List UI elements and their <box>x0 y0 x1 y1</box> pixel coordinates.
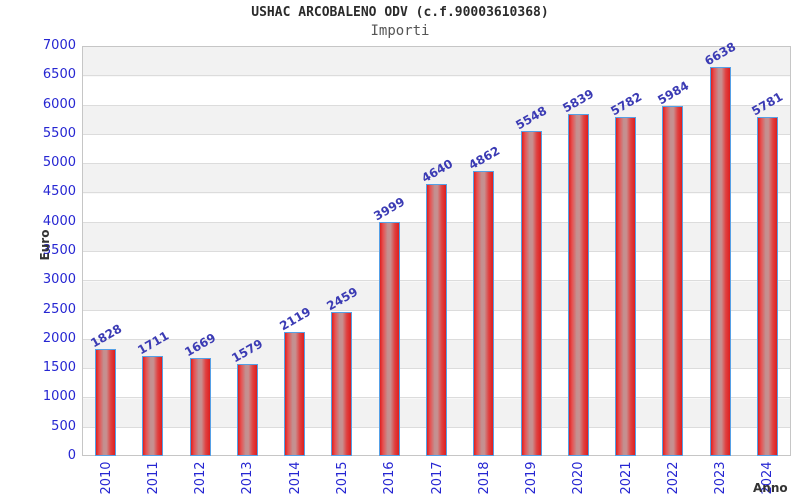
bar <box>756 117 778 456</box>
x-axis-title: Anno <box>753 481 788 495</box>
y-tick-label: 4000 <box>42 213 76 229</box>
bar <box>236 363 258 456</box>
y-tick-label: 6500 <box>42 67 76 83</box>
y-tick-label: 1500 <box>42 360 76 376</box>
x-tick-label: 2012 <box>193 461 209 495</box>
bar <box>95 348 117 456</box>
gridline <box>83 75 790 77</box>
bar <box>567 114 589 456</box>
bar <box>142 355 164 456</box>
bar <box>331 311 353 456</box>
chart-title: USHAC ARCOBALENO ODV (c.f.90003610368) <box>251 5 549 20</box>
x-tick-label: 2017 <box>429 461 445 495</box>
bar <box>520 131 542 456</box>
gridline <box>83 163 790 165</box>
gridline <box>83 104 790 106</box>
x-tick-label: 2021 <box>618 461 634 495</box>
x-tick-label: 2013 <box>240 461 256 495</box>
x-tick-label: 2020 <box>571 461 587 495</box>
x-tick-label: 2011 <box>145 461 161 495</box>
bar <box>426 184 447 456</box>
y-tick-label: 500 <box>51 418 76 434</box>
y-tick-label: 7000 <box>42 38 76 53</box>
x-tick-label: 2010 <box>98 461 114 495</box>
gridline <box>83 133 790 135</box>
x-tick-label: 2019 <box>524 461 540 495</box>
bar <box>189 358 211 456</box>
x-tick-label: 2018 <box>476 461 492 495</box>
chart-subtitle: Importi <box>370 23 430 39</box>
x-tick-label: 2014 <box>287 461 303 495</box>
y-tick-label: 5000 <box>42 155 76 171</box>
y-tick-label: 3500 <box>42 243 76 258</box>
bar <box>709 67 731 456</box>
bar <box>662 105 684 456</box>
bar <box>473 171 495 456</box>
x-tick-label: 2022 <box>665 461 681 495</box>
y-tick-label: 5500 <box>42 125 76 141</box>
y-tick-label: 6000 <box>42 96 76 112</box>
y-tick-label: 3000 <box>42 272 76 288</box>
y-tick-label: 4500 <box>42 184 76 200</box>
y-axis-title: Euro <box>38 229 52 261</box>
y-tick-label: 1000 <box>42 389 76 405</box>
x-tick-label: 2015 <box>334 461 350 495</box>
bar <box>615 117 637 456</box>
y-tick-label: 2500 <box>42 301 76 317</box>
bar <box>378 221 400 456</box>
x-tick-label: 2023 <box>713 461 729 495</box>
x-tick-label: 2016 <box>382 461 398 495</box>
y-tick-label: 2000 <box>42 330 76 346</box>
y-tick-label: 0 <box>67 448 76 463</box>
bar <box>284 331 306 456</box>
